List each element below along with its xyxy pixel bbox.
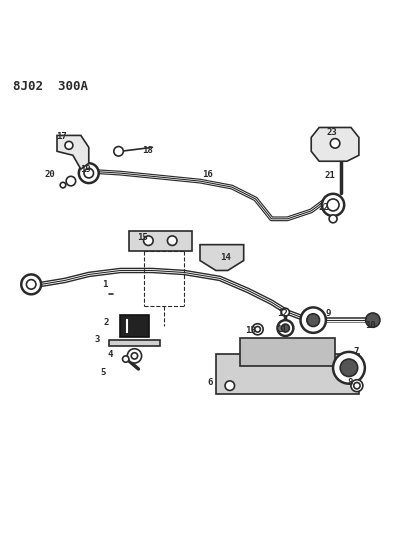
Text: 22: 22 [318, 203, 329, 212]
Circle shape [26, 280, 36, 289]
Circle shape [65, 141, 73, 149]
Text: 20: 20 [44, 170, 55, 179]
Circle shape [333, 352, 365, 384]
Text: 1: 1 [102, 280, 107, 289]
Text: 15: 15 [137, 233, 148, 243]
Text: 10: 10 [366, 321, 376, 330]
Circle shape [66, 176, 76, 186]
Polygon shape [200, 245, 244, 270]
Circle shape [225, 381, 234, 391]
Text: 19: 19 [80, 165, 91, 174]
Text: 11: 11 [276, 325, 287, 334]
Circle shape [168, 236, 177, 246]
Circle shape [278, 320, 293, 336]
Polygon shape [128, 231, 192, 251]
Circle shape [122, 356, 129, 362]
Text: 7: 7 [353, 348, 358, 357]
Polygon shape [311, 127, 359, 161]
Circle shape [351, 379, 363, 392]
Circle shape [322, 194, 344, 216]
Circle shape [79, 163, 99, 183]
Text: 21: 21 [325, 171, 336, 180]
Text: 9: 9 [325, 309, 330, 318]
Text: 12: 12 [277, 309, 288, 318]
Circle shape [131, 353, 138, 359]
Circle shape [300, 308, 326, 333]
Text: 4: 4 [108, 350, 113, 359]
Circle shape [307, 314, 320, 327]
Circle shape [282, 308, 289, 316]
Polygon shape [109, 340, 160, 346]
Circle shape [366, 313, 380, 327]
Circle shape [255, 327, 260, 332]
Circle shape [144, 236, 153, 246]
Circle shape [327, 199, 339, 211]
Text: 8J02  300A: 8J02 300A [13, 80, 88, 93]
Text: 2: 2 [104, 318, 109, 327]
Circle shape [330, 139, 340, 148]
Text: 13: 13 [246, 326, 256, 335]
Polygon shape [57, 135, 89, 169]
Text: 17: 17 [56, 132, 67, 141]
Polygon shape [240, 338, 335, 366]
Circle shape [252, 324, 263, 335]
Circle shape [354, 383, 360, 389]
Text: 14: 14 [220, 253, 231, 262]
Text: 16: 16 [202, 170, 213, 179]
Text: 8: 8 [348, 378, 353, 387]
Text: 3: 3 [94, 335, 100, 344]
Text: 5: 5 [100, 368, 105, 377]
Circle shape [21, 274, 41, 294]
Text: 6: 6 [207, 378, 213, 387]
Text: 18: 18 [142, 146, 153, 155]
Circle shape [127, 349, 142, 363]
Bar [120, 315, 149, 337]
Circle shape [84, 168, 94, 178]
Circle shape [114, 147, 123, 156]
Text: 23: 23 [326, 128, 337, 137]
Polygon shape [216, 354, 359, 393]
Circle shape [60, 182, 66, 188]
Circle shape [282, 324, 289, 332]
Circle shape [329, 215, 337, 223]
Circle shape [340, 359, 358, 376]
